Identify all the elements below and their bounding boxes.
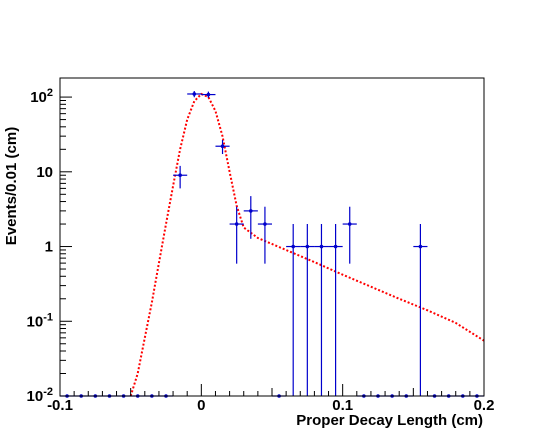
data-point [173,165,188,189]
data-point [257,206,272,264]
marker [178,173,182,178]
marker [291,244,296,249]
marker [418,244,423,249]
x-tick-label: -0.1 [47,397,73,414]
data-point [314,224,329,396]
data-point [215,139,230,155]
y-tick-label: 102 [30,87,53,106]
y-tick-label: 1 [45,239,53,256]
y-tick-label: 10 [36,164,53,181]
y-tick-labels: 10-2 10-1 1 10 102 [27,87,53,405]
y-tick-label: 10-1 [27,311,53,330]
marker [220,144,225,149]
marker [234,222,239,226]
fit-curve [129,92,485,397]
x-axis-label: Proper Decay Length (cm) [296,412,483,429]
marker [347,222,352,226]
marker [249,209,253,213]
x-tick-label: 0.2 [474,397,495,414]
data-point [187,91,202,98]
data-point [229,206,244,264]
x-tick-label: 0 [197,397,205,414]
marker [319,244,324,249]
x-tick-label: 0.1 [332,397,353,414]
data-point [201,91,216,98]
fit-curve-group [129,92,485,397]
x-tick-labels: -0.1 0 0.1 0.2 [47,397,494,414]
y-axis-label: Events/0.01 (cm) [3,127,20,245]
data-point [286,224,301,396]
data-point [413,224,428,396]
marker [192,92,197,96]
data-point [342,206,357,264]
y-tick-label: 10-2 [27,386,53,405]
axis-ticks [59,96,485,397]
marker [263,222,267,226]
data-point [300,224,315,396]
data-point [243,196,258,239]
marker [333,244,338,249]
marker [206,92,211,97]
marker [305,244,310,249]
data-point [328,224,343,396]
